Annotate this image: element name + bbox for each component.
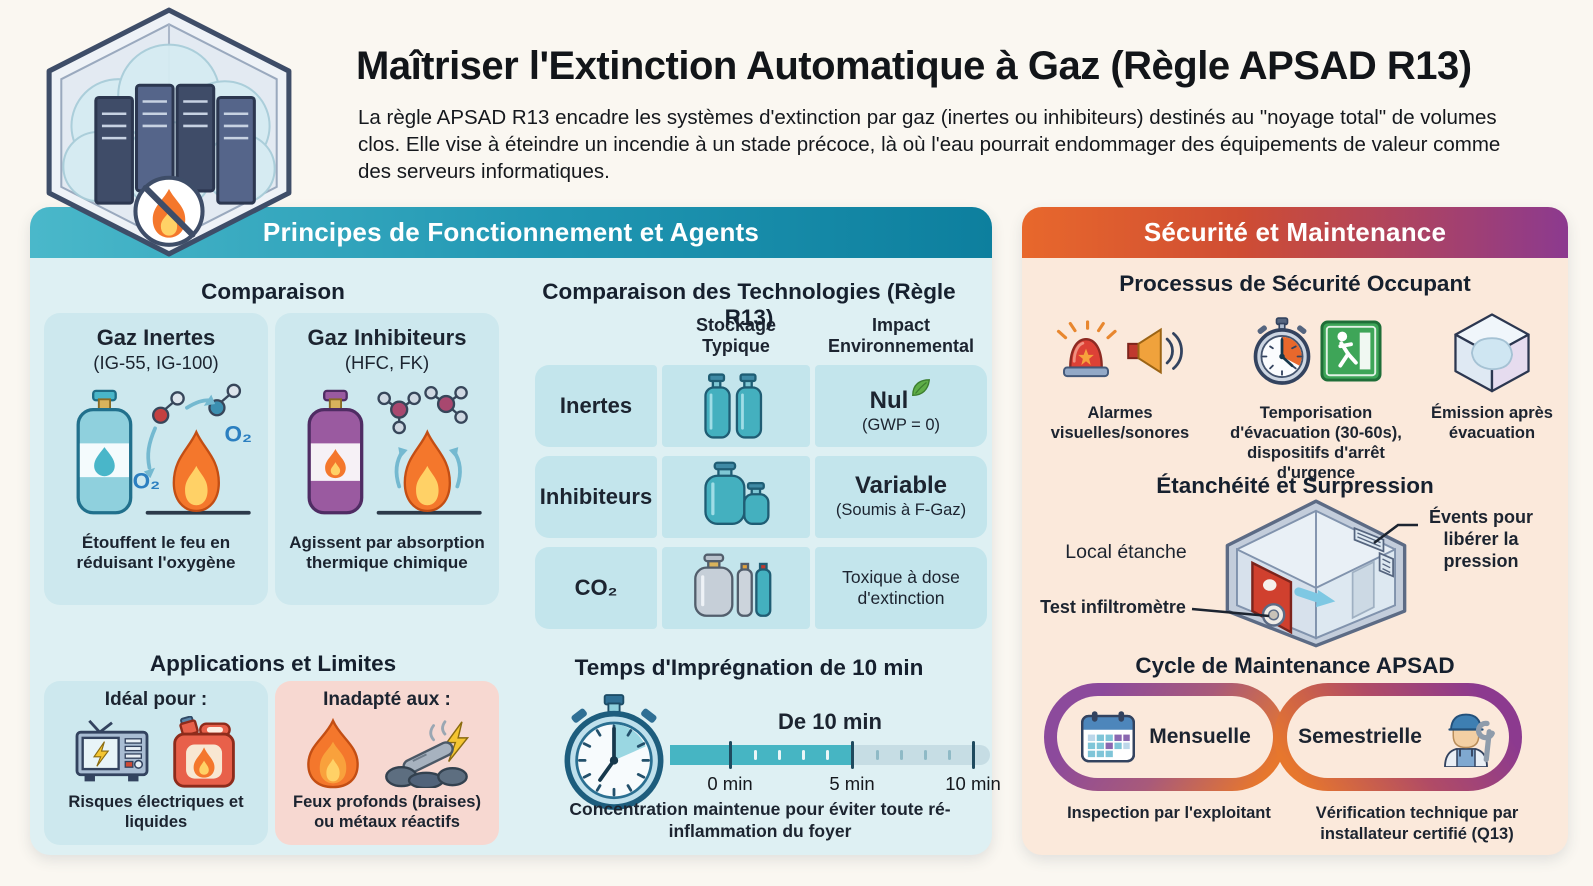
gas-card-caption: Agissent par absorption thermique chimiq…: [289, 533, 485, 573]
impregnation-timeline: [670, 741, 990, 769]
local-etanche-label: Local étanche: [1065, 541, 1187, 563]
gas-card-subtitle: (IG-55, IG-100): [93, 352, 219, 373]
electrical-device-icon: [75, 719, 149, 782]
alarmes-group: Alarmes visuelles/sonores: [1032, 305, 1208, 443]
jerrycan-icon: [173, 716, 235, 788]
maintenance-heading: Cycle de Maintenance APSAD: [1135, 653, 1455, 678]
test-infiltrometre-label: Test infiltromètre: [1040, 597, 1186, 617]
page-title: Maîtriser l'Extinction Automatique à Gaz…: [356, 44, 1472, 88]
events-pression-label: Évents pour libérer la pression: [1428, 507, 1534, 571]
inadapte-card-caption: Feux profonds (braises) ou métaux réacti…: [293, 793, 481, 831]
o2-label-left: O₂: [133, 468, 161, 493]
impact-value: Nul: [869, 387, 909, 415]
loop-semestrielle-label: Semestrielle: [1298, 725, 1422, 748]
inadapte-card-title: Inadapté aux :: [323, 689, 451, 710]
etancheite-heading: Étanchéité et Surpression: [1156, 473, 1434, 498]
temporisation-caption: Temporisation d'évacuation (30-60s), dis…: [1230, 404, 1402, 483]
calendar-icon: [1081, 711, 1136, 763]
exit-sign-icon: [1320, 320, 1382, 382]
server-room-no-fire-icon: [46, 7, 292, 257]
impregnation-heading: Temps d'Imprégnation de 10 min: [574, 655, 924, 680]
col-header-impact: Impact Environnemental: [827, 315, 975, 356]
tick-10min: [972, 741, 975, 769]
temporisation-group: Temporisation d'évacuation (30-60s), dis…: [1212, 305, 1420, 484]
reactive-metal-embers-icon: [385, 720, 470, 788]
securite-panel-header: Sécurité et Maintenance: [1022, 207, 1568, 258]
gas-card-inertes: Gaz Inertes (IG-55, IG-100): [44, 313, 268, 605]
impact-subvalue: (GWP = 0): [861, 416, 941, 435]
loop-mensuelle: Mensuelle: [1044, 683, 1286, 791]
tick-label-10: 10 min: [945, 773, 1001, 794]
tick-0min: [729, 741, 732, 769]
impact-subvalue: (Soumis à F-Gaz): [835, 501, 967, 520]
row-label: Inertes: [535, 365, 657, 448]
inhibitor-gas-illustration: [307, 385, 482, 515]
timeline-filled-segment: [670, 745, 852, 765]
impact-value: Variable: [854, 472, 948, 500]
inert-gas-illustration: O₂ O₂: [76, 383, 252, 515]
ideal-card-title: Idéal pour :: [104, 689, 208, 710]
emission-group: Émission après évacuation: [1424, 305, 1560, 443]
gas-card-subtitle: (HFC, FK): [344, 352, 430, 373]
storage-tanks-co2-icon: [694, 553, 772, 618]
tick-label-5: 5 min: [829, 773, 875, 794]
loop-mensuelle-label: Mensuelle: [1149, 725, 1251, 748]
page-intro: La règle APSAD R13 encadre les systèmes …: [358, 106, 1501, 184]
alarmes-caption: Alarmes visuelles/sonores: [1050, 404, 1190, 443]
evacuation-stopwatch-icon: [1253, 317, 1311, 385]
gas-card-inhibiteurs: Gaz Inhibiteurs (HFC, FK): [275, 313, 499, 605]
table-row-inhibiteurs: Inhibiteurs Variable (Soumis à F: [535, 456, 987, 539]
mensuelle-caption: Inspection par l'exploitant: [1067, 804, 1271, 822]
ideal-card: Idéal pour :: [44, 681, 268, 845]
alarm-beacon-icon: [1056, 320, 1117, 378]
gas-card-title: Gaz Inertes: [96, 325, 216, 350]
row-label: CO₂: [535, 547, 657, 630]
applications-cards: Idéal pour :: [44, 681, 499, 845]
emission-caption: Émission après évacuation: [1431, 404, 1553, 443]
storage-tanks-inhibiteurs-icon: [704, 461, 770, 526]
ideal-card-caption: Risques électriques et liquides: [68, 793, 244, 831]
stopwatch-icon: [564, 694, 664, 810]
gas-card-caption: Étouffent le feu en réduisant l'oxygène: [76, 533, 236, 573]
table-row-inertes: Inertes Nul: [535, 365, 987, 448]
gas-cards-row: Gaz Inertes (IG-55, IG-100): [44, 313, 499, 605]
impregnation-duration-label: De 10 min: [778, 709, 882, 734]
tick-5min: [851, 741, 854, 769]
processus-heading: Processus de Sécurité Occupant: [1119, 271, 1471, 296]
leaf-icon: [912, 379, 931, 397]
o2-label-right: O₂: [224, 422, 252, 447]
gas-card-title: Gaz Inhibiteurs: [307, 325, 467, 350]
impact-value: Toxique à dose d'extinction: [842, 566, 960, 609]
sealed-room-icon: [1225, 499, 1407, 648]
loop-semestrielle: Semestrielle: [1274, 683, 1522, 791]
tick-label-0: 0 min: [707, 773, 753, 794]
row-label: Inhibiteurs: [535, 456, 657, 539]
deep-fire-icon: [307, 717, 359, 789]
technologies-table: Stockage Typique Impact Environnemental …: [535, 311, 987, 630]
semestrielle-caption: Vérification technique par installateur …: [1315, 804, 1519, 843]
gas-cube-icon: [1454, 313, 1530, 393]
impregnation-caption: Concentration maintenue pour éviter tout…: [569, 799, 951, 841]
col-header-stockage: Stockage Typique: [695, 315, 777, 356]
comparaison-heading: Comparaison: [201, 279, 345, 304]
table-row-co2: CO₂ Toxique à do: [535, 547, 987, 630]
inadapte-card: Inadapté aux :: [275, 681, 499, 845]
technologies-heading: Comparaison des Technologies (Règle R13): [542, 279, 956, 330]
securite-panel: Sécurité et Maintenance Processus de Séc…: [1022, 207, 1568, 855]
storage-cylinders-inertes-icon: [704, 373, 763, 439]
principes-panel: Principes de Fonctionnement et Agents Co…: [30, 207, 1001, 855]
applications-heading: Applications et Limites: [149, 651, 397, 676]
technician-icon: [1443, 713, 1495, 767]
speaker-icon: [1127, 327, 1183, 375]
